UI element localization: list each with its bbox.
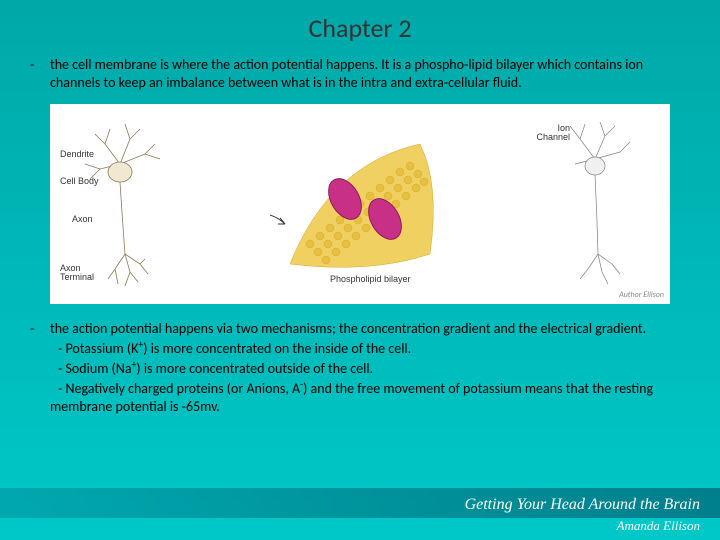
- bullet-2-sub1: - Potassium (K+) is more concentrated on…: [50, 340, 411, 357]
- label-phospholipid: Phospholipid bilayer: [330, 274, 411, 284]
- footer: Getting Your Head Around the Brain Amand…: [0, 488, 720, 540]
- bullet-2-line1: the action potential happens via two mec…: [50, 320, 646, 337]
- label-axon: Axon: [72, 214, 93, 224]
- bullet-1-text: the cell membrane is where the action po…: [50, 56, 690, 92]
- bullet-dash: -: [30, 56, 50, 92]
- membrane-illustration: Phospholipid bilayer: [270, 124, 470, 284]
- diagram-signature: Author Ellison: [619, 290, 664, 300]
- label-axon-terminal: Axon Terminal: [60, 264, 100, 282]
- neuron-right-illustration: Ion Channel: [530, 114, 660, 294]
- label-ion-channel: Ion Channel: [530, 124, 570, 142]
- bullet-2-sub3: - Negatively charged proteins (or Anions…: [50, 380, 653, 415]
- neuron-diagram: Dendrite Cell Body Axon Axon Terminal: [50, 104, 670, 304]
- bullet-2-text: the action potential happens via two mec…: [50, 320, 690, 416]
- page-title: Chapter 2: [0, 0, 720, 44]
- footer-author: Amanda Ellison: [617, 518, 700, 534]
- label-dendrite: Dendrite: [60, 149, 94, 159]
- bullet-dash: -: [30, 320, 50, 416]
- label-cell-body: Cell Body: [60, 176, 99, 186]
- bullet-2: - the action potential happens via two m…: [0, 308, 720, 424]
- bullet-2-sub2: - Sodium (Na+) is more concentrated outs…: [50, 360, 373, 377]
- bullet-1: - the cell membrane is where the action …: [0, 44, 720, 100]
- footer-title: Getting Your Head Around the Brain: [465, 496, 700, 514]
- neuron-left-illustration: Dendrite Cell Body Axon Axon Terminal: [60, 114, 220, 294]
